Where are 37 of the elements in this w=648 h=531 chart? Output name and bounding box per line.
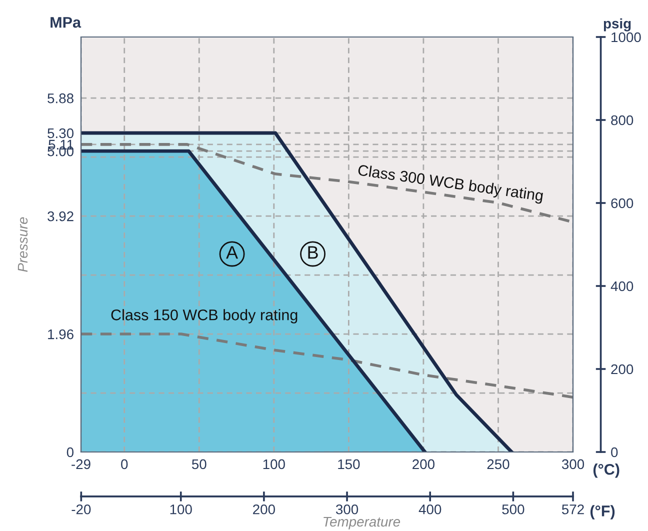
x-tick-label: 100	[263, 459, 285, 470]
y-tick-label: 0	[66, 447, 74, 458]
x-tick-label: 200	[412, 459, 434, 470]
y2-tick-label: 400	[610, 281, 634, 292]
annotation: B	[308, 246, 318, 259]
y-tick-label: 5.88	[48, 93, 74, 104]
x-tick-label: 50	[192, 459, 206, 470]
x-tick-label: 150	[338, 459, 360, 470]
x2-tick-label: 400	[418, 504, 442, 514]
x2-tick-label: 300	[336, 504, 358, 514]
y2-tick-label: 600	[611, 198, 634, 208]
x2-axis-title: (°F)	[590, 505, 615, 520]
x-tick-label: 0	[121, 459, 128, 470]
y2-tick-label: 0	[611, 447, 618, 458]
y2-tick-label: 200	[611, 364, 634, 374]
y-tick-label: 1.96	[48, 329, 74, 340]
x-tick-label: 250	[487, 459, 510, 470]
x2-tick-label: 100	[170, 504, 192, 514]
y-tick-label: 5.30	[48, 128, 74, 138]
x-tick-label: -29	[72, 459, 90, 470]
annotation: A	[226, 246, 238, 259]
x-tick-label: 300	[562, 459, 584, 470]
annotation: Class 150 WCB body rating	[111, 309, 298, 324]
text: (°C)	[593, 464, 620, 478]
x2-tick-label: -20	[72, 504, 91, 514]
y-tick-label: 3.92	[48, 211, 74, 222]
y2-tick-label: 800	[611, 115, 634, 126]
y2-tick-label: 1000	[612, 32, 641, 42]
x2-tick-label: 500	[502, 504, 524, 514]
y-axis-title: Pressure	[18, 217, 28, 272]
annotation: Class 300 WCB body rating	[357, 164, 544, 204]
x2-tick-label: 200	[253, 504, 275, 514]
text: MPa	[50, 17, 82, 28]
x2-tick-label: 572	[562, 504, 584, 514]
x-axis-title: Temperature	[324, 516, 400, 530]
line-series	[81, 332, 573, 399]
y2-axis-title: psig	[604, 18, 631, 32]
